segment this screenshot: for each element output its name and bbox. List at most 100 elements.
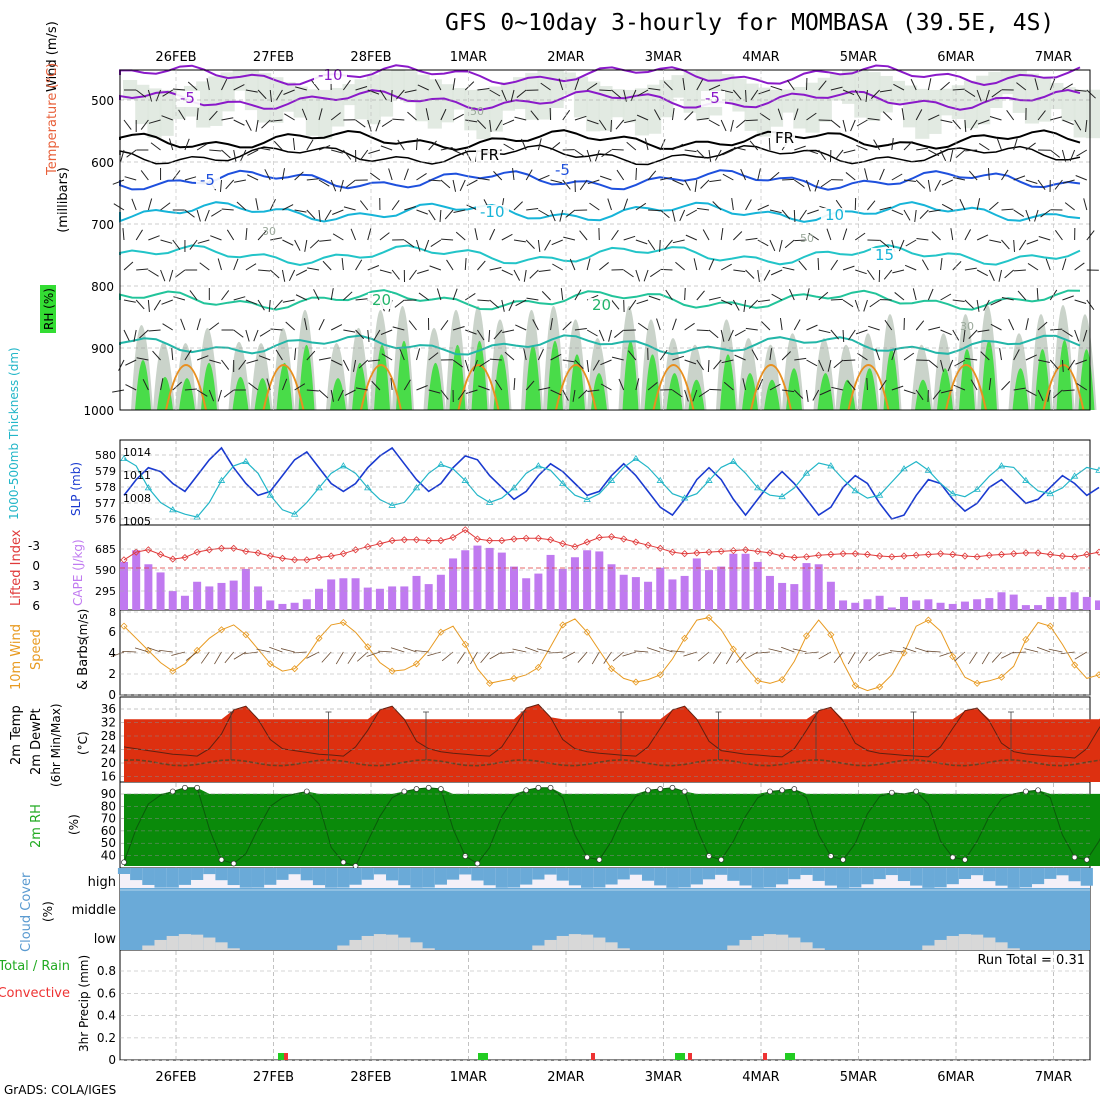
temp-contour-25 [360,364,402,411]
wind-barb [659,209,670,219]
wind-barb [587,389,600,392]
wind-barb [495,119,503,131]
wind-barb [794,179,805,188]
cloud-level-middle: middle [72,903,116,918]
rh-shade [439,84,455,123]
wind-barb [1001,239,1010,250]
wind-barb [818,329,831,334]
wind-speed-point [851,682,859,690]
wind-barb [342,79,351,91]
slp-line [123,446,1100,520]
wind-barb [904,264,917,271]
wind-barb [1016,82,1027,91]
wind-barb [1045,258,1051,271]
wind-barb [257,230,267,241]
contour-label: -10 [318,66,343,84]
wind-speed-point [973,679,981,687]
wind-barb [269,646,283,653]
wind-barb [538,209,550,217]
wind-barb [953,177,966,181]
wind-barb [793,108,799,121]
wind-barb [964,299,974,309]
wind-barb [574,328,587,331]
wind-barb [160,202,171,211]
rh-point [352,863,359,869]
wind-barb [928,114,940,121]
wind-barb [976,89,982,102]
wind-barb [414,650,429,653]
date-label-top: 27FEB [253,50,294,65]
thickness-point [339,462,348,469]
wind-barb [723,381,734,391]
wind-barb [184,349,192,361]
wind-barb [812,389,820,401]
wind-barb [643,269,649,282]
cape-bar [278,603,287,610]
wind-barb [757,299,771,303]
rh-point [218,856,225,863]
cloud-high-bar [629,868,642,875]
wind-barb [952,119,962,130]
temp-contour [119,144,1081,166]
wind-barb [416,385,428,391]
cloud-high-bar [654,868,667,886]
wind-barb [927,288,934,301]
wind-barb [1025,179,1038,184]
precip-convective-bar [763,1053,767,1060]
wind-barb [712,201,722,211]
rh-shade [561,72,576,95]
wind-barb [147,198,153,211]
wind-barb [878,651,892,657]
wind-barb [734,354,746,361]
wind-barb [663,81,673,91]
rh-shade [598,86,613,131]
cloud-high-bar [215,868,228,881]
wind-barb [635,202,647,211]
wind-barb [708,84,721,91]
wind-barb [175,269,186,278]
wind-barb [416,173,427,181]
wind-barb [599,89,612,92]
wind-barb [388,168,393,181]
wind-barb [236,201,247,211]
rh-shade [354,79,369,120]
rh-shade [488,86,503,132]
wind-barb [843,359,856,362]
thickness-point [656,476,664,483]
wind-barb [238,359,247,370]
cape-bar [1021,605,1030,610]
wind-barb [210,235,222,241]
rh-point [1023,788,1029,795]
wind-barb [172,381,183,391]
wind-barb [708,296,721,301]
wind-barb [306,178,319,181]
wind-barb [221,149,231,159]
wind-barb [627,350,637,361]
rh-shade [366,74,381,125]
wind-barb [148,119,161,124]
wind-barb [391,269,400,280]
wind-barb [1040,209,1051,218]
wind-barb [1075,359,1087,365]
rh-shade [878,75,893,113]
wind-barb [1074,262,1085,271]
wind-barb [396,89,405,100]
rh-shade [391,70,406,100]
wind-barb [684,322,695,331]
wind-barb [113,203,125,211]
cloud-high-bar [873,868,886,880]
lifted-index-point [120,556,128,564]
rh-shade [208,76,223,126]
wind-barb [777,108,783,121]
wind-barb [708,119,720,127]
date-label-bottom: 28FEB [350,1070,391,1085]
wind-barb [173,296,186,301]
cloud-high-bar [142,868,155,885]
rh-green-shade [276,362,293,410]
wind-barb [856,119,868,127]
wind-barb [274,299,283,310]
wind-barb [698,651,710,662]
contour-label-bg [476,148,500,164]
wind-barb [647,382,658,391]
